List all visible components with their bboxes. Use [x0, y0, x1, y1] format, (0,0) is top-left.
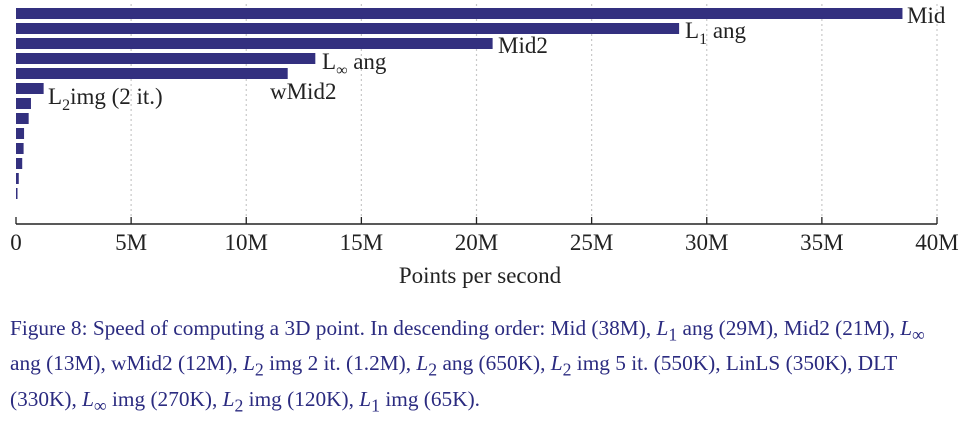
tick-label: 20M	[455, 230, 498, 255]
bar-label: Mid2	[498, 33, 548, 58]
caption-math: L	[222, 386, 235, 411]
caption-part: ang (29M), Mid2 (21M),	[677, 316, 901, 340]
bar	[16, 173, 19, 184]
bar	[16, 128, 25, 139]
caption-math-sub: ∞	[912, 324, 925, 345]
caption-part: Figure 8: Speed of computing a 3D point.…	[10, 316, 657, 340]
caption-math: L	[656, 316, 669, 340]
caption-part: img (120K),	[243, 386, 360, 411]
caption-part: ang (650K),	[437, 351, 551, 376]
tick-label: 30M	[685, 230, 728, 255]
caption-math: L	[416, 351, 429, 376]
tick-label: 35M	[800, 230, 843, 255]
caption-part: ang (13M), wMid2 (12M),	[10, 351, 244, 376]
tick-label: 10M	[225, 230, 268, 255]
bar	[16, 113, 29, 124]
bar	[16, 143, 24, 154]
tick-label: 0	[10, 230, 22, 255]
bar	[16, 38, 493, 49]
caption-math-sub: 2	[428, 359, 438, 380]
bar	[16, 53, 316, 64]
caption-math: L	[82, 386, 95, 411]
bar	[16, 68, 288, 79]
caption-math-sub: 2	[254, 359, 264, 380]
caption-math-sub: 1	[371, 394, 381, 415]
bar	[16, 188, 18, 199]
caption-part: img (65K).	[380, 386, 480, 411]
bar	[16, 98, 31, 109]
caption-math-sub: ∞	[94, 394, 107, 415]
figure-caption: Figure 8: Speed of computing a 3D point.…	[10, 314, 958, 420]
x-axis-title: Points per second	[399, 263, 562, 288]
tick-label: 15M	[340, 230, 383, 255]
tick-label: 40M	[915, 230, 958, 255]
caption-math: L	[359, 386, 372, 411]
x-axis: 0 5M 10M 15M 20M 25M 30M 35M 40M	[10, 217, 959, 255]
bar-label: L2img (2 it.)	[48, 84, 163, 114]
bar	[16, 83, 44, 94]
caption-math-sub: 2	[562, 359, 572, 380]
bar-label: L∞ ang	[322, 49, 387, 79]
bars	[16, 8, 903, 199]
tick-label: 5M	[115, 230, 147, 255]
caption-part: img 2 it. (1.2M),	[263, 351, 417, 376]
bar-label: wMid2	[270, 79, 336, 104]
caption-math-sub: 1	[668, 324, 678, 345]
caption-math: L	[243, 351, 255, 376]
caption-part: img 5 it. (550K), LinLS (350K), DLT (330…	[10, 351, 897, 411]
bar	[16, 8, 903, 19]
bar-label: Mid	[907, 3, 946, 28]
caption-math: L	[900, 316, 913, 340]
bar	[16, 23, 680, 34]
bar-label: L1 ang	[685, 18, 747, 48]
caption-math: L	[550, 351, 563, 376]
caption-part: img (270K),	[106, 386, 223, 411]
bar	[16, 158, 23, 169]
tick-label: 25M	[570, 230, 613, 255]
caption-math-sub: 2	[234, 394, 244, 415]
